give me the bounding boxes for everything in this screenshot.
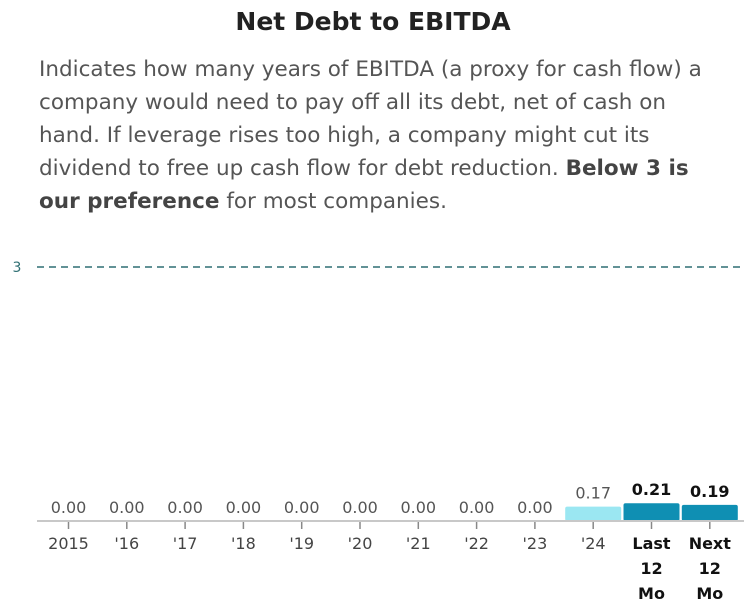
tick-label-0: 2015 — [48, 534, 89, 553]
value-label-0: 0.00 — [51, 498, 87, 517]
bar-9 — [565, 506, 622, 521]
tick-label-9: '24 — [581, 534, 606, 553]
value-label-1: 0.00 — [109, 498, 145, 517]
tick-label-4: '19 — [289, 534, 314, 553]
chart-description: Indicates how many years of EBITDA (a pr… — [39, 53, 729, 218]
chart-title: Net Debt to EBITDA — [235, 7, 511, 36]
value-label-3: 0.00 — [226, 498, 262, 517]
value-label-10: 0.21 — [632, 480, 671, 499]
description-bold: Below 3 is our preference — [39, 156, 689, 214]
tick-label-11-1: 12 — [699, 559, 721, 578]
description-text-after: for most companies. — [219, 189, 447, 214]
tick-label-7: '22 — [464, 534, 489, 553]
bar-10 — [623, 503, 680, 521]
value-label-8: 0.00 — [517, 498, 553, 517]
tick-label-3: '18 — [231, 534, 256, 553]
tick-label-10-1: 12 — [640, 559, 662, 578]
tick-label-1: '16 — [114, 534, 139, 553]
tick-label-8: '23 — [523, 534, 548, 553]
bar-11 — [681, 504, 738, 521]
tick-label-11-0: Next — [689, 534, 732, 553]
tick-label-2: '17 — [173, 534, 198, 553]
value-label-7: 0.00 — [459, 498, 495, 517]
value-label-6: 0.00 — [400, 498, 436, 517]
tick-label-11-2: Mo — [696, 584, 723, 603]
tick-label-10-0: Last — [632, 534, 671, 553]
value-label-11: 0.19 — [690, 482, 729, 501]
tick-label-6: '21 — [406, 534, 431, 553]
value-label-5: 0.00 — [342, 498, 378, 517]
value-label-4: 0.00 — [284, 498, 320, 517]
description-text-before: Indicates how many years of EBITDA (a pr… — [39, 57, 702, 181]
tick-label-10-2: Mo — [638, 584, 665, 603]
reference-line-label: 3 — [13, 260, 22, 276]
value-label-2: 0.00 — [167, 498, 203, 517]
value-label-9: 0.17 — [575, 484, 611, 503]
tick-label-5: '20 — [348, 534, 373, 553]
